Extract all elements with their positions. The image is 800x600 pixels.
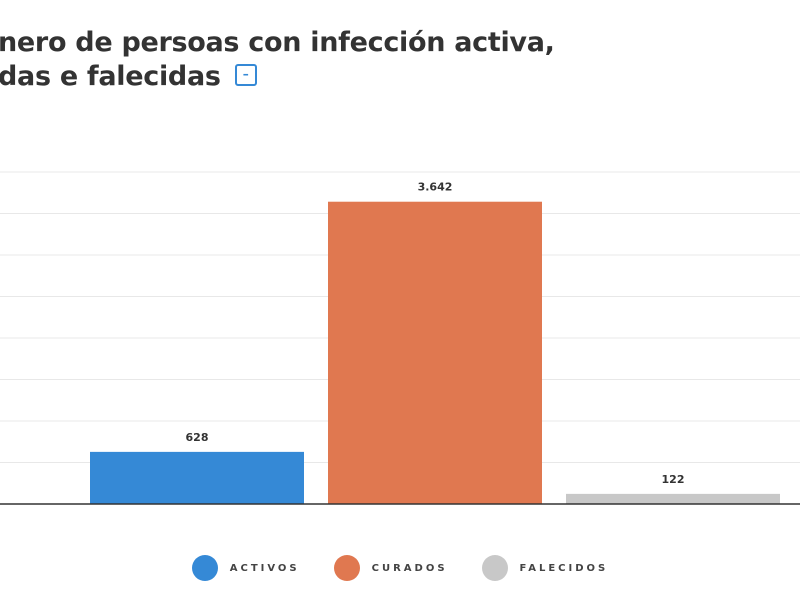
legend-swatch xyxy=(333,555,360,581)
chart-title: nero de persoas con infección activa, da… xyxy=(0,26,555,94)
legend-label: ACTIVOS xyxy=(229,562,300,574)
data-label: 3.642 xyxy=(418,181,453,194)
minus-square-icon[interactable]: – xyxy=(234,63,257,86)
bar-curados xyxy=(328,201,542,505)
bar-falecidos xyxy=(566,493,780,504)
bar-activos xyxy=(90,451,304,504)
title-line-2: das e falecidas xyxy=(0,61,221,92)
legend-item-curados[interactable]: CURADOS xyxy=(333,555,448,581)
title-line-1: nero de persoas con infección activa, xyxy=(0,27,555,58)
legend: ACTIVOS CURADOS FALECIDOS xyxy=(0,555,800,581)
legend-item-falecidos[interactable]: FALECIDOS xyxy=(481,555,609,581)
legend-item-activos[interactable]: ACTIVOS xyxy=(191,555,300,581)
data-label: 122 xyxy=(662,473,685,486)
legend-swatch xyxy=(481,555,508,581)
data-label: 628 xyxy=(186,431,209,444)
legend-label: CURADOS xyxy=(371,562,448,574)
legend-swatch xyxy=(191,555,218,581)
legend-label: FALECIDOS xyxy=(519,562,609,574)
